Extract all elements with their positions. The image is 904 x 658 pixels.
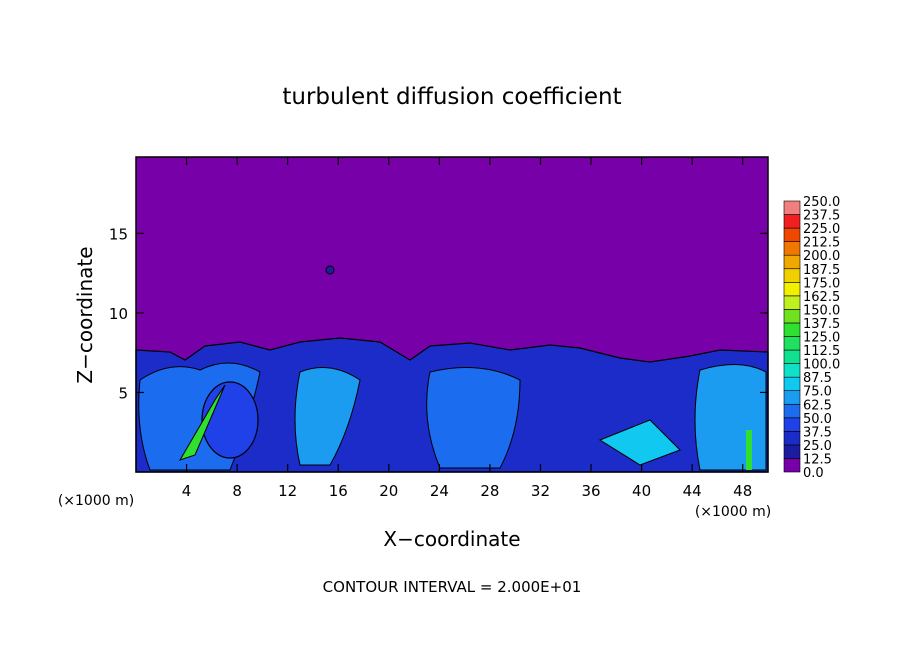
colorbar-swatch [783, 363, 801, 378]
colorbar-label: 50.0 [803, 412, 832, 427]
x-tick-label: 28 [480, 482, 499, 500]
colorbar-label: 162.5 [803, 290, 840, 305]
x-tick-label: 24 [430, 482, 449, 500]
colorbar-swatch [783, 214, 801, 229]
x-tick-label: 48 [733, 482, 752, 500]
x-tick-label: 8 [232, 482, 242, 500]
colorbar-swatch [783, 200, 801, 215]
unit-label: (×1000 m) [695, 504, 771, 520]
colorbar-label: 137.5 [803, 317, 840, 332]
colorbar-swatch [783, 376, 801, 391]
colorbar-swatch [783, 458, 801, 473]
footnote: CONTOUR INTERVAL = 2.000E+01 [323, 578, 582, 596]
plot-frame [135, 156, 769, 473]
colorbar-label: 150.0 [803, 303, 840, 318]
colorbar-swatch [783, 417, 801, 432]
x-tick-label: 44 [683, 482, 702, 500]
x-tick-label: 32 [531, 482, 550, 500]
colorbar-label: 125.0 [803, 331, 840, 346]
colorbar-swatch [783, 254, 801, 270]
colorbar-label: 200.0 [803, 249, 840, 264]
colorbar-swatch [783, 336, 801, 351]
colorbar-label: 237.5 [803, 209, 840, 224]
x-tick-label: 16 [329, 482, 348, 500]
colorbar-swatch [783, 295, 801, 310]
colorbar-label: 0.0 [803, 466, 824, 481]
field-shape [426, 367, 521, 469]
x-tick-label: 4 [182, 482, 192, 500]
colorbar-label: 112.5 [803, 344, 840, 359]
colorbar-label: 37.5 [803, 425, 832, 440]
colorbar-swatch [783, 349, 801, 364]
colorbar-label: 75.0 [803, 385, 832, 400]
y-tick-label: 5 [118, 384, 128, 402]
colorbar-label: 100.0 [803, 358, 840, 373]
chart-title: turbulent diffusion coefficient [282, 84, 621, 110]
field-shape [694, 363, 767, 471]
colorbar-swatch [783, 390, 801, 405]
colorbar-label: 12.5 [803, 452, 832, 467]
colorbar-swatch [783, 322, 801, 337]
field-shape [178, 384, 226, 461]
unit-label: (×1000 m) [58, 493, 134, 509]
colorbar-label: 87.5 [803, 371, 832, 386]
colorbar-label: 225.0 [803, 222, 840, 237]
colorbar-label: 187.5 [803, 263, 840, 278]
colorbar-label: 212.5 [803, 236, 840, 251]
x-axis-label: X−coordinate [383, 527, 520, 551]
colorbar-swatch [783, 431, 801, 446]
field [135, 156, 769, 473]
field-shape [598, 419, 681, 466]
field-shape [746, 430, 752, 470]
x-tick-label: 40 [632, 482, 651, 500]
colorbar-swatch [783, 227, 801, 242]
y-tick-label: 15 [109, 225, 128, 243]
colorbar-label: 250.0 [803, 195, 840, 210]
field-shape [325, 265, 335, 275]
field-shape [294, 367, 361, 466]
x-tick-label: 36 [581, 482, 600, 500]
x-tick-label: 20 [379, 482, 398, 500]
colorbar-swatch [783, 281, 801, 297]
colorbar-label: 25.0 [803, 439, 832, 454]
colorbar-swatch [783, 444, 801, 459]
colorbar-swatch [783, 241, 801, 256]
colorbar-swatch [783, 403, 801, 419]
x-tick-label: 12 [278, 482, 297, 500]
colorbar-swatch [783, 309, 801, 324]
y-axis-label: Z−coordinate [73, 246, 97, 383]
colorbar-swatch [783, 268, 801, 283]
colorbar-label: 62.5 [803, 398, 832, 413]
colorbar-label: 175.0 [803, 276, 840, 291]
y-tick-label: 10 [109, 305, 128, 323]
